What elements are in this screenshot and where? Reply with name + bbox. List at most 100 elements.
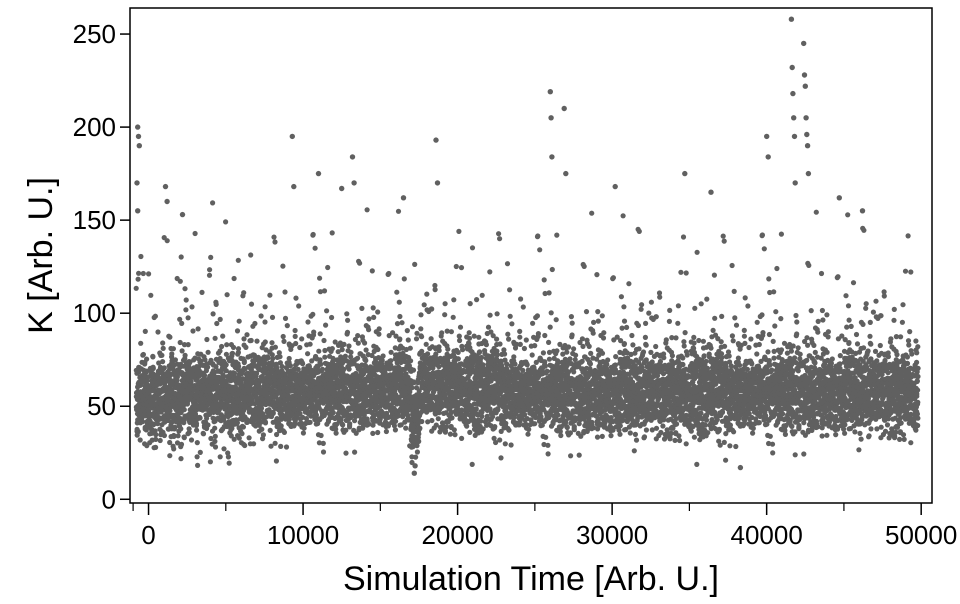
data-point (172, 424, 178, 430)
data-point (251, 441, 257, 447)
data-point (448, 329, 454, 335)
data-point (450, 314, 456, 320)
data-point (457, 337, 463, 344)
data-point (401, 276, 407, 282)
data-point (316, 348, 322, 354)
data-point (380, 353, 386, 359)
data-point (394, 321, 401, 327)
data-point (305, 351, 311, 357)
data-point (217, 454, 223, 460)
data-point (212, 438, 218, 444)
data-point (252, 320, 258, 327)
data-point (526, 426, 532, 432)
data-point (231, 275, 237, 282)
data-point (471, 333, 477, 339)
data-point (181, 407, 187, 413)
data-point (458, 265, 465, 271)
data-point (243, 344, 249, 350)
data-point (388, 358, 394, 364)
data-point (451, 297, 457, 303)
data-point (487, 406, 493, 412)
data-point (151, 421, 157, 427)
data-point (564, 349, 570, 355)
data-point (156, 360, 162, 366)
data-point (138, 253, 144, 260)
data-point (432, 287, 438, 293)
data-point (205, 364, 211, 370)
data-point (183, 297, 189, 303)
data-point (466, 335, 473, 341)
data-point (512, 361, 518, 367)
data-point (224, 342, 230, 348)
data-point (200, 431, 207, 437)
data-point (544, 368, 550, 374)
data-point (473, 406, 479, 412)
data-point (282, 315, 289, 321)
data-point (409, 385, 415, 391)
data-point (144, 368, 150, 374)
data-point (439, 330, 445, 336)
data-point (469, 461, 475, 467)
data-point (535, 233, 541, 239)
data-point (318, 361, 324, 367)
data-point (379, 357, 385, 363)
data-point (287, 363, 293, 369)
data-point (202, 376, 208, 382)
data-point (153, 432, 159, 438)
data-point (296, 303, 302, 309)
data-point (421, 302, 427, 308)
data-point (371, 314, 377, 320)
data-point (436, 347, 442, 354)
data-point (507, 313, 513, 319)
data-point (497, 437, 503, 443)
data-point (474, 297, 480, 303)
data-point (478, 354, 485, 361)
data-point (272, 239, 278, 245)
data-point (483, 342, 489, 348)
data-point (160, 340, 166, 346)
data-point (181, 342, 188, 348)
data-point (345, 317, 351, 323)
data-point (183, 307, 189, 313)
data-point (329, 346, 335, 352)
data-point (225, 454, 231, 460)
data-point (161, 432, 167, 439)
data-point (386, 270, 392, 277)
data-point (169, 351, 175, 357)
data-point (460, 347, 466, 353)
data-point (206, 272, 213, 278)
data-point (197, 449, 203, 455)
data-point (188, 437, 195, 443)
data-point (429, 417, 435, 424)
data-point (178, 426, 184, 432)
data-point (186, 429, 192, 435)
data-point (240, 424, 246, 430)
data-point (506, 336, 512, 342)
data-point (549, 266, 555, 273)
data-point (534, 313, 541, 319)
data-point (364, 207, 370, 213)
data-point (193, 421, 200, 427)
data-point (192, 411, 199, 417)
data-point (397, 313, 403, 320)
data-point (467, 301, 473, 307)
data-point (236, 435, 242, 441)
data-point (476, 334, 482, 340)
data-point (558, 432, 564, 439)
data-point (267, 427, 273, 433)
data-point (182, 286, 188, 292)
data-point (375, 309, 381, 315)
data-point (241, 359, 247, 366)
data-point (262, 304, 268, 310)
data-point (213, 364, 219, 370)
data-point (153, 436, 159, 442)
data-point (223, 351, 229, 357)
data-point (545, 442, 551, 448)
data-point (485, 324, 492, 330)
data-point (210, 200, 216, 206)
data-point (311, 329, 317, 335)
data-point (235, 257, 241, 263)
data-point (138, 340, 144, 346)
data-point (542, 332, 548, 339)
data-point (178, 441, 185, 447)
